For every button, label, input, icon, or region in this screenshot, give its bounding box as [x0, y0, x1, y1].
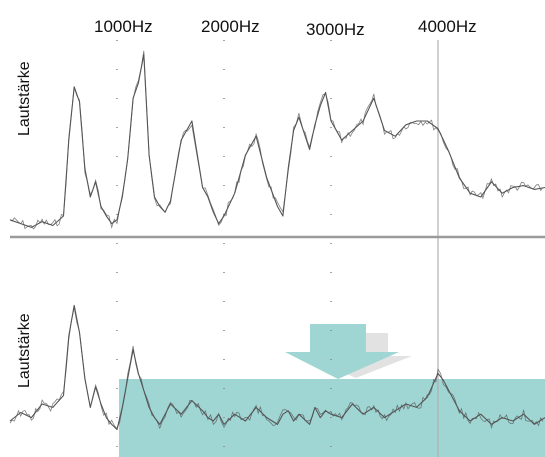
freq-label-2000: 2000Hz	[201, 17, 260, 36]
y-axis-label-bottom: Lautstärke	[16, 313, 33, 388]
signal-noise-bottom	[9, 307, 544, 430]
signal-noise-top	[9, 50, 544, 230]
freq-label-3000: 3000Hz	[306, 20, 365, 39]
signal-lines	[9, 50, 545, 431]
freq-label-1000: 1000Hz	[94, 17, 153, 36]
masking-arrow	[285, 324, 399, 379]
freq-label-4000: 4000Hz	[418, 17, 477, 36]
grid-lines	[116, 40, 439, 457]
frequency-labels: 1000Hz 2000Hz 3000Hz 4000Hz	[94, 17, 477, 39]
mask-layer	[119, 324, 545, 457]
y-axis-label-top: Lautstärke	[16, 61, 33, 136]
